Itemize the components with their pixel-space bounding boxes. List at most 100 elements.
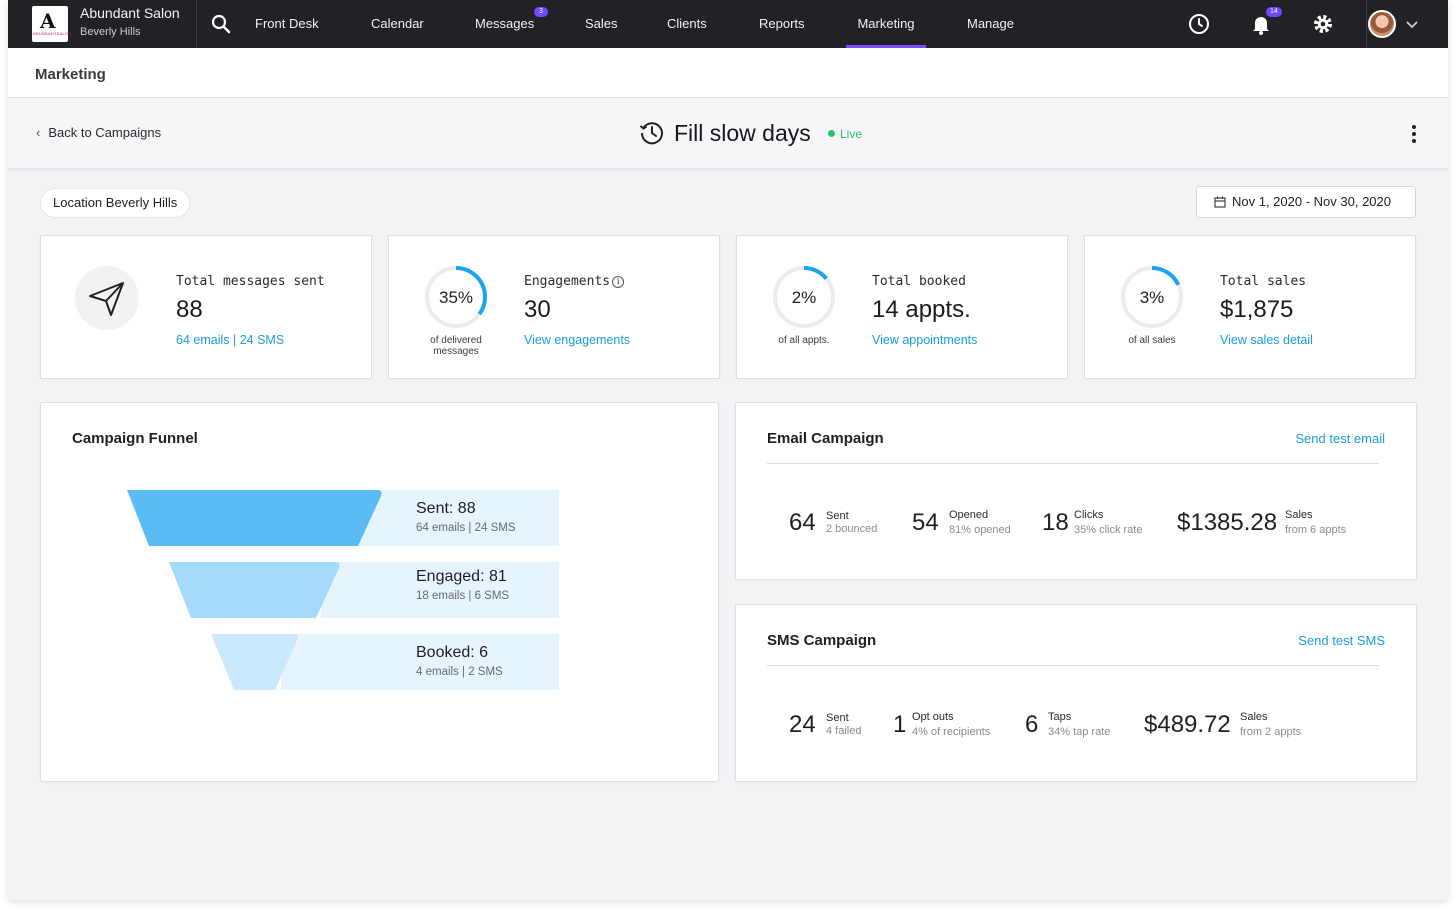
sms-taps-sub: 34% tap rate [1048, 726, 1111, 738]
chevron-down-icon[interactable] [1404, 16, 1420, 32]
sales-ring-label: 3% [1140, 288, 1165, 307]
funnel-sub-booked: 4 emails | 2 SMS [416, 666, 503, 678]
search-icon[interactable] [210, 13, 232, 35]
booked-ring-label: 2% [792, 288, 817, 307]
email-opened-sub: 81% opened [949, 524, 1011, 536]
back-label: Back to Campaigns [48, 125, 162, 140]
funnel-label-engaged: Engaged: 81 [416, 568, 507, 585]
email-clicks-label: Clicks [1074, 509, 1104, 521]
sms-sales-label: Sales [1240, 711, 1268, 723]
nav-sales[interactable]: Sales [585, 16, 618, 31]
stat-value-sales: $1,875 [1220, 296, 1294, 323]
sms-optouts-sub: 4% of recipients [912, 726, 991, 738]
clock-history-icon [639, 122, 663, 145]
chevron-left-icon: ‹ [36, 125, 41, 140]
send-icon-circle [75, 266, 139, 330]
brand-logo-letter: A [40, 9, 56, 33]
date-range-text: Nov 1, 2020 - Nov 30, 2020 [1232, 194, 1391, 209]
stat-label-booked: Total booked [872, 274, 966, 289]
brand-logo: A ABUNDANTSALON [32, 6, 72, 42]
sms-taps-value: 6 [1025, 711, 1039, 738]
sms-sent-value: 24 [789, 711, 816, 738]
nav-calendar[interactable]: Calendar [371, 16, 424, 31]
email-sales-value: $1385.28 [1177, 509, 1278, 536]
stat-card-engagements: 35% of delivered messages Engagements i 3… [388, 235, 720, 379]
send-icon [89, 282, 124, 316]
funnel-row-bg-engaged [321, 562, 559, 618]
email-campaign-title: Email Campaign [767, 430, 884, 447]
sms-sent-label: Sent [826, 712, 849, 724]
email-divider [767, 463, 1379, 464]
nav-messages[interactable]: Messages [475, 16, 535, 31]
avatar[interactable] [1368, 10, 1396, 38]
nav-manage[interactable]: Manage [967, 16, 1014, 31]
calendar-icon [1214, 196, 1226, 208]
engagement-ring-caption: of delivered messages [411, 335, 501, 357]
more-options-icon[interactable] [1408, 123, 1420, 145]
funnel-shape-sent [127, 490, 382, 546]
status-text: Live [840, 127, 863, 141]
send-test-email-button[interactable]: Send test email [1295, 431, 1385, 446]
stat-value-engagements: 30 [524, 296, 551, 323]
email-opened-value: 54 [912, 509, 939, 536]
engagement-caption-line-1: of delivered [430, 335, 482, 346]
status-badge: Live [828, 127, 862, 141]
sales-ring-caption: of all sales [1128, 335, 1176, 346]
brand-switcher[interactable]: A ABUNDANTSALON Abundant Salon Beverly H… [8, 0, 197, 48]
sms-divider [767, 665, 1379, 666]
send-test-sms-button[interactable]: Send test SMS [1298, 633, 1385, 648]
view-engagements-link[interactable]: View engagements [524, 333, 631, 347]
engagement-ring-label: 35% [439, 288, 473, 307]
nav-divider [1366, 0, 1367, 48]
sms-sales-sub: from 2 appts [1240, 726, 1302, 738]
stat-card-sales: 3% of all sales Total sales $1,875 View … [1084, 235, 1416, 379]
top-nav: A ABUNDANTSALON Abundant Salon Beverly H… [8, 0, 1448, 48]
funnel-shapes [127, 490, 382, 690]
email-sent-label: Sent [826, 510, 849, 522]
email-sales-sub: from 6 appts [1285, 524, 1347, 536]
email-sales-label: Sales [1285, 509, 1313, 521]
location-filter-value: Beverly Hills [105, 195, 178, 210]
messages-breakdown-link[interactable]: 64 emails | 24 SMS [176, 333, 285, 347]
engagement-ring: 35% [425, 266, 487, 328]
view-appointments-link[interactable]: View appointments [872, 333, 978, 347]
info-icon[interactable]: i [612, 276, 625, 288]
page-title: Marketing [35, 66, 106, 83]
nav-marketing[interactable]: Marketing [846, 0, 926, 48]
stat-label-messages: Total messages sent [176, 274, 325, 289]
stat-label-sales: Total sales [1220, 274, 1307, 289]
back-to-campaigns-link[interactable]: ‹ Back to Campaigns [36, 125, 161, 140]
booked-ring-caption: of all appts. [778, 335, 830, 346]
messages-badge: 3 [534, 7, 548, 17]
email-clicks-value: 18 [1042, 509, 1069, 536]
funnel-row-bg-booked [281, 634, 559, 690]
sms-taps-label: Taps [1048, 711, 1072, 723]
funnel-label-sent: Sent: 88 [416, 500, 476, 517]
engagement-caption-line-2: messages [433, 346, 479, 357]
campaign-title: Fill slow days [674, 120, 811, 146]
sms-campaign-title: SMS Campaign [767, 632, 877, 649]
nav-front-desk[interactable]: Front Desk [255, 16, 319, 31]
nav-reports[interactable]: Reports [759, 16, 805, 31]
email-sent-value: 64 [789, 509, 816, 536]
email-sent-sub: 2 bounced [826, 523, 878, 535]
sales-ring: 3% [1121, 266, 1183, 328]
date-range-picker[interactable]: Nov 1, 2020 - Nov 30, 2020 [1196, 186, 1416, 218]
funnel-shape-engaged [169, 562, 340, 618]
page-header: Marketing [8, 48, 1448, 98]
campaign-header: ‹ Back to Campaigns Fill slow days Live [8, 99, 1448, 169]
location-filter[interactable]: Location Beverly Hills [40, 188, 191, 218]
location-filter-label: Location [53, 195, 103, 210]
clock-icon[interactable] [1187, 12, 1211, 36]
gear-icon[interactable] [1311, 12, 1335, 36]
bell-icon[interactable] [1249, 12, 1273, 36]
funnel-sub-sent: 64 emails | 24 SMS [416, 522, 516, 534]
booked-ring: 2% [773, 266, 835, 328]
notifications-badge: 14 [1266, 7, 1282, 17]
view-sales-detail-link[interactable]: View sales detail [1220, 333, 1313, 347]
funnel-title: Campaign Funnel [72, 430, 198, 447]
app-window: A ABUNDANTSALON Abundant Salon Beverly H… [8, 0, 1448, 900]
funnel-label-booked: Booked: 6 [416, 644, 489, 661]
brand-logo-text: ABUNDANTSALON [33, 31, 72, 36]
nav-clients[interactable]: Clients [667, 16, 707, 31]
